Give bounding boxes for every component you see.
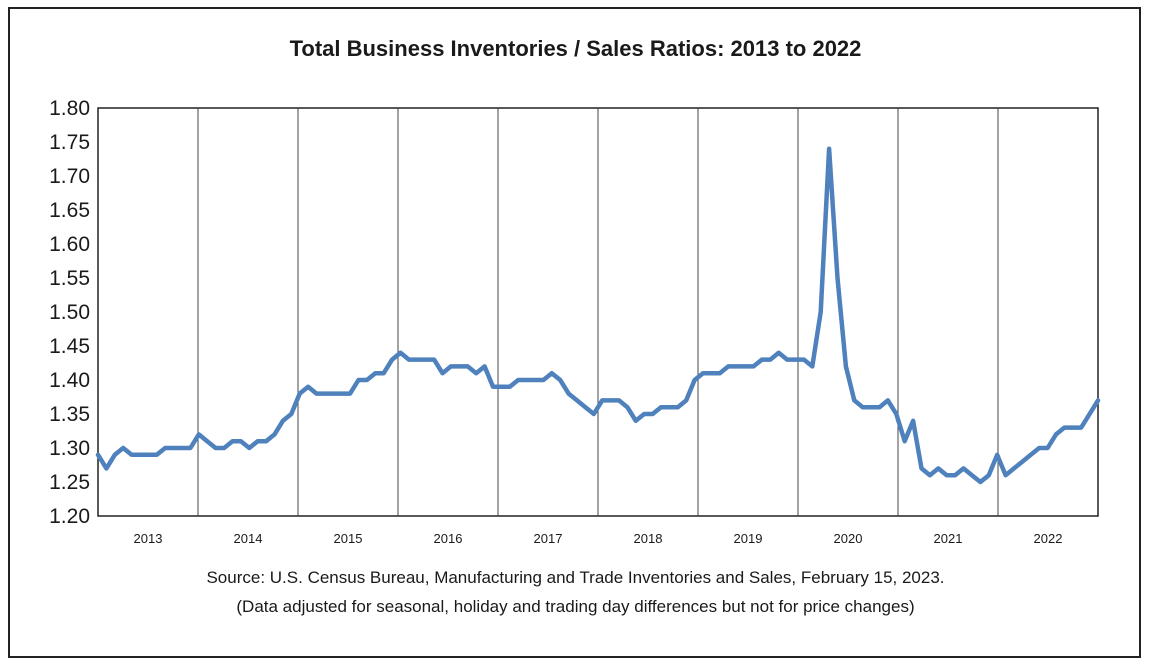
x-tick-label: 2021 bbox=[934, 531, 963, 546]
y-tick-label: 1.75 bbox=[49, 131, 90, 154]
x-tick-label: 2019 bbox=[734, 531, 763, 546]
y-tick-label: 1.55 bbox=[49, 267, 90, 290]
y-axis-ticks: 1.20 1.25 1.30 1.35 1.40 1.45 1.50 1.55 1.60 1.65… bbox=[49, 97, 90, 528]
inventory-sales-ratio-line bbox=[95, 146, 1101, 485]
x-tick-label: 2017 bbox=[534, 531, 563, 546]
y-tick-label: 1.70 bbox=[49, 165, 90, 188]
y-tick-label: 1.35 bbox=[49, 403, 90, 426]
x-tick-label: 2018 bbox=[634, 531, 663, 546]
x-tick-label: 2022 bbox=[1034, 531, 1063, 546]
y-tick-label: 1.65 bbox=[49, 199, 90, 222]
y-tick-label: 1.50 bbox=[49, 301, 90, 324]
x-tick-label: 2014 bbox=[234, 531, 263, 546]
y-tick-label: 1.80 bbox=[49, 97, 90, 120]
chart-frame bbox=[8, 7, 1141, 658]
year-separators bbox=[197, 108, 999, 516]
x-tick-label: 2016 bbox=[434, 531, 463, 546]
x-axis-year-labels: 2013 2014 2015 2016 2017 2018 2019 2020 2021 2022 bbox=[134, 531, 1063, 546]
y-tick-label: 1.25 bbox=[49, 471, 90, 494]
y-tick-label: 1.40 bbox=[49, 369, 90, 392]
y-tick-label: 1.30 bbox=[49, 437, 90, 460]
y-tick-label: 1.45 bbox=[49, 335, 90, 358]
adjustment-note: (Data adjusted for seasonal, holiday and… bbox=[236, 597, 915, 616]
x-tick-label: 2013 bbox=[134, 531, 163, 546]
x-tick-label: 2015 bbox=[334, 531, 363, 546]
chart-title: Total Business Inventories / Sales Ratio… bbox=[289, 36, 862, 61]
y-tick-label: 1.60 bbox=[49, 233, 90, 256]
y-tick-label: 1.20 bbox=[49, 505, 90, 528]
source-note: Source: U.S. Census Bureau, Manufacturin… bbox=[206, 568, 945, 587]
x-tick-label: 2020 bbox=[834, 531, 863, 546]
